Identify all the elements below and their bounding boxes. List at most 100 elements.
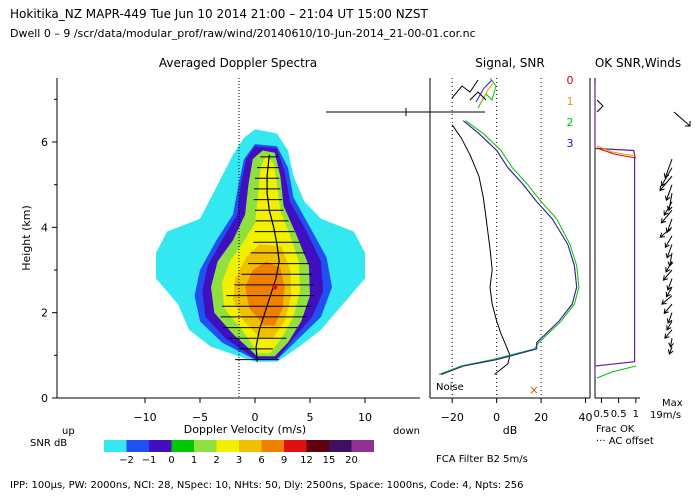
- x-marker: ×: [529, 383, 539, 397]
- wind-arrow-head-4: [666, 206, 673, 212]
- doppler-x-label: Doppler Velocity (m/s): [184, 423, 306, 436]
- signal-x-tick-label-3: 40: [579, 411, 593, 424]
- signal-x-tick-label-2: 20: [534, 411, 548, 424]
- ok-top-caret: [596, 99, 604, 113]
- colorbar-swatches: [104, 440, 374, 452]
- wind-arrow-10: [666, 244, 673, 259]
- wind-arrow-head-17: [663, 308, 669, 315]
- wind-arrow-head-15: [665, 291, 671, 298]
- colorbar-swatch-7: [261, 440, 284, 452]
- x-tick-label-2: 0: [252, 411, 259, 424]
- ok-x-tick-label-1: 0.5: [611, 409, 627, 420]
- wind-arrow-19: [666, 320, 673, 331]
- fca-filter: FCA Filter B2 5m/s: [436, 454, 528, 465]
- peak-marker: [272, 284, 278, 290]
- wind-arrow-14: [667, 278, 673, 291]
- colorbar-ticks: −2 −1 0 1 2 3 6 9 12 15 20: [119, 455, 358, 466]
- colorbar-swatch-5: [216, 440, 239, 452]
- wind-arrow-head-14: [666, 285, 672, 291]
- ok-x-ticks: 0.5 0.5 1: [593, 398, 639, 420]
- wind-arrow-5: [663, 201, 673, 216]
- wind-arrow-3: [665, 184, 673, 201]
- wind-arrow-2: [659, 175, 673, 191]
- colorbar-tick-7: 9: [281, 455, 287, 466]
- ok-snr-winds-panel: 0.5 0.5 1 Frac OK ··· AC offset Max 19m/s: [593, 78, 691, 447]
- colorbar-tick-3: 1: [191, 455, 197, 466]
- wind-arrow-17: [663, 303, 673, 314]
- signal-series-3: [440, 120, 578, 375]
- header-line-1: Hokitika_NZ MAPR-449 Tue Jun 10 2014 21:…: [10, 7, 429, 21]
- wind-barbs: [659, 111, 691, 355]
- wind-arrow-head-10: [665, 253, 672, 259]
- colorbar-tick-5: 3: [236, 455, 242, 466]
- wind-top-arrow: [673, 111, 691, 127]
- frac-ok-label: Frac OK: [596, 424, 635, 435]
- doppler-mean-profile: [255, 154, 280, 362]
- ok-x-tick-label-0: 0.5: [593, 409, 609, 420]
- colorbar-swatch-10: [329, 440, 352, 452]
- colorbar-swatch-6: [239, 440, 262, 452]
- doppler-y-ticks: 0 2 4 6: [41, 98, 57, 405]
- top-squiggle-black: [451, 79, 479, 99]
- signal-series-noise: [451, 124, 511, 375]
- doppler-x-ticks: −10 −5 0 5 10: [133, 398, 372, 424]
- wind-arrow-head-21: [668, 342, 674, 348]
- colorbar-tick-0: −2: [119, 455, 134, 466]
- top-squiggle-blue: [475, 79, 493, 103]
- colorbar-tick-10: 20: [345, 455, 358, 466]
- ok-top-red: [596, 147, 637, 159]
- signal-x-label: dB: [503, 424, 518, 437]
- wind-arrow-8: [659, 226, 673, 238]
- signal-x-tick-label-0: −20: [441, 411, 464, 424]
- colorbar-swatch-3: [171, 440, 194, 452]
- y-tick-label-1: 2: [41, 307, 48, 320]
- wind-arrow-13: [663, 269, 673, 281]
- wind-top-arrow-head: [685, 121, 691, 127]
- signal-legend-3: 3: [567, 137, 574, 150]
- wind-arrow-head-5: [663, 210, 669, 216]
- max-label: Max: [662, 398, 683, 409]
- colorbar-swatch-9: [306, 440, 329, 452]
- mean-velocity-line: [255, 154, 280, 362]
- wind-arrow-1: [661, 167, 673, 186]
- noise-label: Noise: [436, 382, 464, 393]
- colorbar-tick-1: −1: [142, 455, 157, 466]
- x-tick-label-4: 10: [358, 411, 372, 424]
- wind-arrow-head-19: [666, 325, 672, 331]
- signal-series-2: [438, 120, 580, 375]
- wind-arrow-head-16: [661, 299, 667, 305]
- doppler-title: Averaged Doppler Spectra: [159, 56, 317, 70]
- contour-level-6: [245, 261, 285, 326]
- colorbar-swatch-1: [126, 440, 149, 452]
- signal-x-ticks: −20 0 20 40: [441, 398, 593, 424]
- wind-arrow-16: [661, 295, 673, 305]
- ok-series-frac_ok: [594, 82, 636, 377]
- colorbar-tick-8: 12: [300, 455, 313, 466]
- colorbar-tick-4: 2: [213, 455, 219, 466]
- wind-arrow-head-9: [664, 242, 670, 249]
- wind-arrow-head-13: [662, 275, 669, 281]
- snr-colorbar: up down SNR dB −2 −1 0 1 2 3 6 9 12 15 20: [30, 426, 420, 466]
- wind-arrow-15: [666, 286, 673, 297]
- x-tick-label-1: −5: [192, 411, 208, 424]
- wind-arrow-6: [661, 209, 673, 224]
- signal-series-1: [440, 120, 578, 375]
- ok-title: OK SNR,Winds: [595, 56, 681, 70]
- wind-arrow-9: [664, 235, 673, 248]
- signal-series: [438, 120, 580, 375]
- ok-series: [594, 82, 637, 379]
- ok-bottom-green: [596, 365, 637, 379]
- x-tick-label-0: −10: [133, 411, 156, 424]
- wind-arrow-head-12: [665, 267, 671, 273]
- wind-arrow-head-22: [667, 349, 674, 355]
- colorbar-swatch-4: [194, 440, 217, 452]
- colorbar-swatch-2: [149, 440, 172, 452]
- doppler-spectra-panel: 0 2 4 6 −10 −5 0 5 10 Height (km) Doppler Veloc…: [20, 78, 420, 436]
- header-line-2: Dwell 0 – 9 /scr/data/modular_prof/raw/w…: [10, 27, 476, 40]
- x-tick-label-3: 5: [307, 411, 314, 424]
- wind-arrow-0: [664, 158, 673, 178]
- doppler-y-label: Height (km): [20, 205, 33, 271]
- signal-top-clutter: [451, 77, 497, 109]
- signal-legend-1: 1: [567, 95, 574, 108]
- ac-offset-label: ··· AC offset: [596, 436, 654, 447]
